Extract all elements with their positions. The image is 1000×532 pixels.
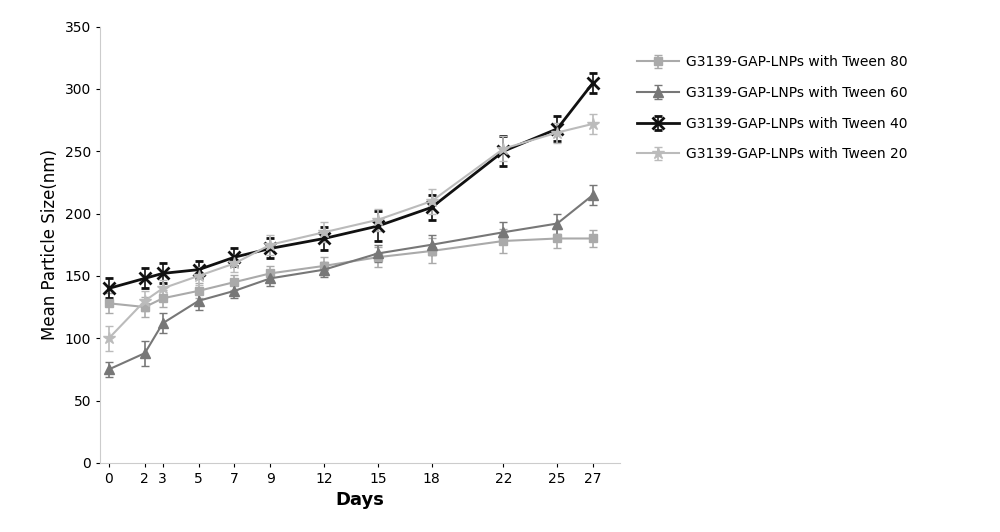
Y-axis label: Mean Particle Size(nm): Mean Particle Size(nm): [41, 149, 59, 340]
X-axis label: Days: Days: [336, 492, 384, 510]
Legend: G3139-GAP-LNPs with Tween 80, G3139-GAP-LNPs with Tween 60, G3139-GAP-LNPs with : G3139-GAP-LNPs with Tween 80, G3139-GAP-…: [637, 55, 908, 161]
